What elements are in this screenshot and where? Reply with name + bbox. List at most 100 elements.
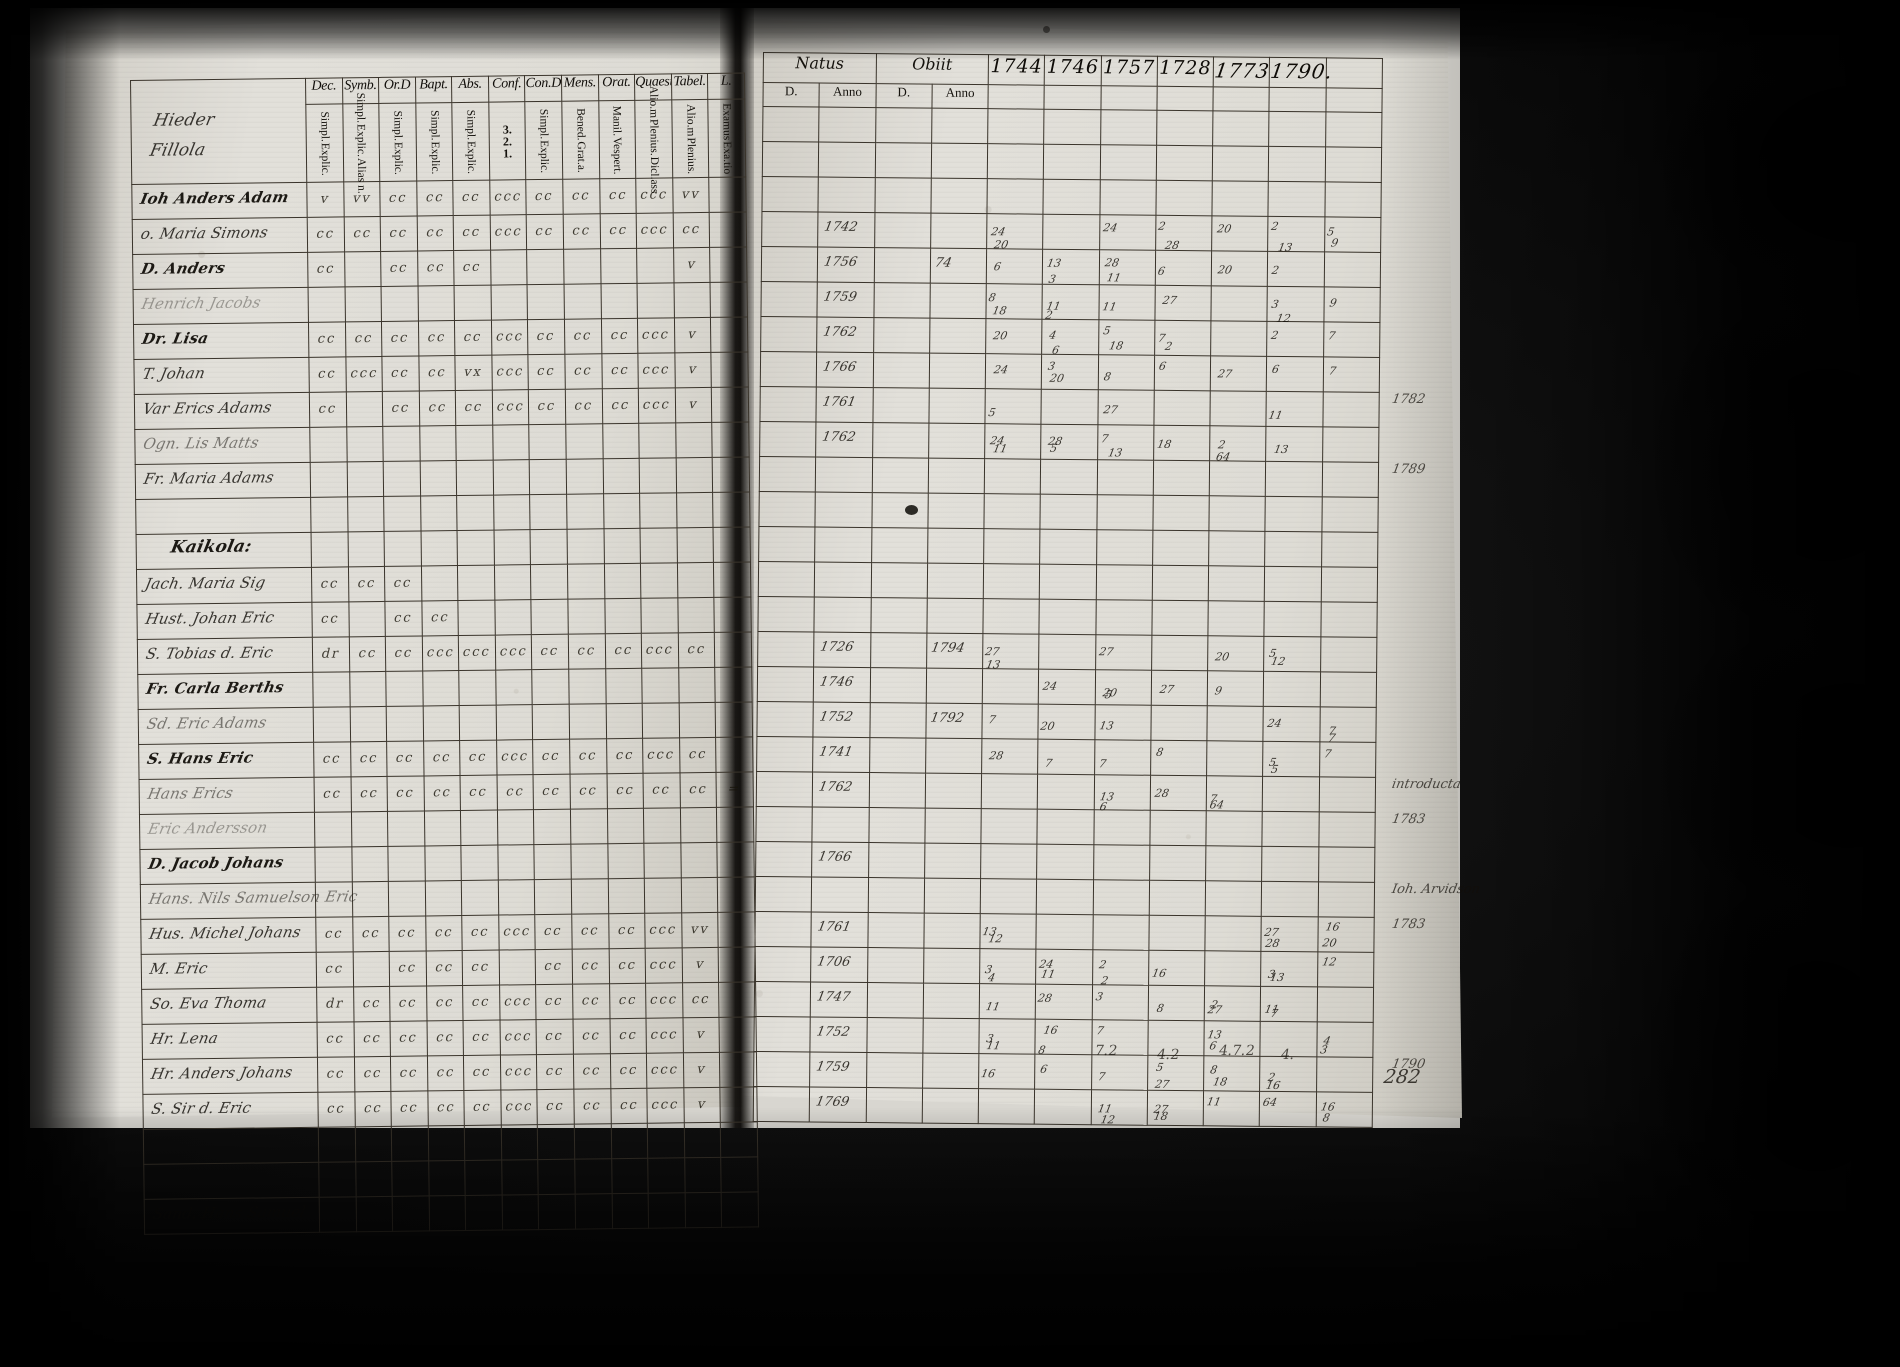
year-grid-cell: 11 2 xyxy=(1042,284,1099,322)
grid-cell: cc xyxy=(391,1090,429,1127)
grid-cell: cc xyxy=(527,319,565,355)
natus-anno-cell xyxy=(818,177,875,213)
natus-anno-cell xyxy=(815,457,873,493)
grid-cell xyxy=(459,705,497,741)
register-numeral: 27 xyxy=(1216,367,1234,381)
year-grid-cell: 3 12 xyxy=(1267,286,1324,325)
grid-cell: cc xyxy=(423,740,461,776)
attendance-tally-mark: v xyxy=(685,257,699,273)
obiit-anno-cell xyxy=(926,668,983,704)
register-numeral: 6 xyxy=(1208,1039,1218,1053)
natus-day-cell xyxy=(759,386,817,423)
grid-cell: ccc xyxy=(647,1087,685,1124)
year-grid-cell xyxy=(1149,845,1207,881)
natus-anno-cell: 1706 xyxy=(810,947,868,983)
year-grid-cell xyxy=(1212,180,1269,217)
grid-cell xyxy=(502,1194,540,1231)
grid-cell: cc xyxy=(309,391,347,428)
obiit-day-cell xyxy=(872,352,930,389)
natus-day-cell xyxy=(761,176,819,213)
year-grid-cell: 11 xyxy=(1203,1090,1260,1127)
grid-cell xyxy=(421,565,459,601)
grid-cell xyxy=(538,1159,576,1195)
grid-cell xyxy=(349,706,387,742)
grid-cell: cc xyxy=(599,213,637,249)
obiit-day-cell xyxy=(872,387,930,424)
grid-cell: cc xyxy=(311,601,349,638)
grid-cell xyxy=(642,702,680,739)
grid-cell xyxy=(607,843,645,879)
obiit-anno-cell xyxy=(924,878,981,914)
grid-cell: ccc xyxy=(498,914,536,951)
grid-cell xyxy=(458,600,496,636)
grid-cell: ccc xyxy=(638,387,676,424)
table-row: 1746 24 20 5 27 9 xyxy=(757,666,1377,708)
register-numeral: 2 xyxy=(1097,958,1108,972)
natus-year: 1761 xyxy=(816,919,853,935)
grid-cell: cc xyxy=(453,250,491,286)
grid-cell: v xyxy=(683,1052,721,1088)
year-grid-cell xyxy=(1095,599,1153,636)
grid-cell xyxy=(713,561,751,598)
obiit-anno-cell xyxy=(931,143,988,179)
register-numeral: 28 xyxy=(1037,991,1054,1005)
natus-year: 1759 xyxy=(822,289,859,305)
year-grid-cell xyxy=(980,843,1038,880)
subheader-cond: Simpl. Explic. xyxy=(525,101,563,180)
obiit-anno-cell xyxy=(928,423,986,459)
attendance-tally-mark: ccc xyxy=(492,224,525,240)
table-row xyxy=(755,876,1375,918)
register-numeral: 64 xyxy=(1262,1095,1279,1109)
attendance-tally-mark: cc xyxy=(389,330,412,346)
year-grid-cell xyxy=(1151,635,1209,671)
left-page-register-table: Hieder Fillola Dec. Symb. Or.D Bapt. Abs… xyxy=(130,72,759,1235)
attendance-tally-mark: cc xyxy=(321,751,344,767)
obiit-day-cell xyxy=(869,702,927,739)
attendance-tally-mark: ccc xyxy=(640,327,672,343)
grid-cell xyxy=(564,283,602,320)
table-row: 1752 1792 7 20 13 24 7 7 xyxy=(756,701,1377,745)
attendance-tally-mark: v xyxy=(695,1062,709,1078)
year-grid-cell: 20 xyxy=(1211,215,1269,252)
grid-cell: v xyxy=(675,387,713,423)
attendance-tally-mark: cc xyxy=(461,259,484,275)
grid-cell xyxy=(457,565,495,601)
grid-cell xyxy=(527,284,565,320)
grid-cell xyxy=(718,911,756,948)
attendance-tally-mark: cc xyxy=(469,924,492,940)
obiit-day-cell xyxy=(871,527,928,564)
year-grid-cell xyxy=(1099,144,1157,181)
year-grid-cell: 20 xyxy=(1038,704,1095,740)
attendance-tally-mark: v xyxy=(693,957,707,973)
year-grid-cell xyxy=(1268,181,1325,217)
grid-cell xyxy=(640,527,678,564)
table-row: 1726 1794 27 13 27 20 5 12 xyxy=(757,631,1377,673)
person-name-cell: Henrich Jacobs xyxy=(133,287,309,325)
attendance-tally-mark: cc xyxy=(572,363,595,379)
register-numeral: 7 xyxy=(1322,747,1333,761)
obiit-anno-cell xyxy=(924,843,981,879)
year-grid-cell xyxy=(1039,564,1097,600)
grid-cell xyxy=(419,460,457,496)
attendance-tally-mark: cc xyxy=(425,330,448,346)
year-header-1790: 1790. xyxy=(1267,57,1335,88)
grid-cell xyxy=(721,1156,759,1193)
grid-cell xyxy=(392,1195,430,1232)
attendance-tally-mark: cc xyxy=(361,1100,385,1117)
year-grid-cell: 2 28 xyxy=(1155,215,1213,252)
book-spread: Hieder Fillola Dec. Symb. Or.D Bapt. Abs… xyxy=(30,8,1481,1235)
attendance-tally-mark: cc xyxy=(462,329,485,345)
year-grid-cell xyxy=(1043,144,1101,180)
grid-cell xyxy=(611,1158,649,1194)
year-grid-cell xyxy=(983,493,1041,530)
natus-year: 1761 xyxy=(821,394,858,410)
grid-cell xyxy=(718,981,756,1018)
grid-cell: cc xyxy=(390,1055,428,1092)
grid-cell xyxy=(527,249,565,285)
table-row: 1761 13 12 27 28 16 20 xyxy=(754,911,1375,953)
obiit-day-cell xyxy=(871,492,929,529)
attendance-tally-mark: cc xyxy=(392,575,415,591)
grid-cell xyxy=(677,562,715,598)
year-grid-cell: 24 xyxy=(1263,706,1320,742)
